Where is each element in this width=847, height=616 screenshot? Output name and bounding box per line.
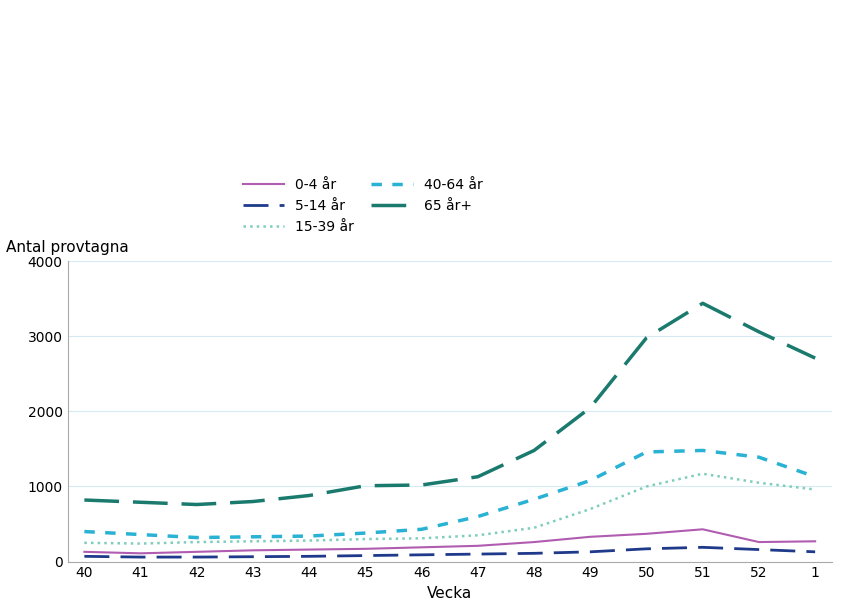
- 5-14 år: [585, 548, 595, 556]
- 65 år+: [473, 473, 483, 480]
- 5-14 år: [360, 552, 370, 559]
- 0-4 år: [248, 546, 258, 554]
- 5-14 år: [529, 549, 540, 557]
- 65 år+: [248, 498, 258, 505]
- 40-64 år: [641, 448, 651, 456]
- 5-14 år: [136, 553, 146, 561]
- 65 år+: [641, 334, 651, 341]
- 65 år+: [754, 328, 764, 336]
- 65 år+: [360, 482, 370, 490]
- 65 år+: [304, 492, 314, 499]
- 5-14 år: [754, 546, 764, 553]
- 15-39 år: [585, 505, 595, 513]
- Line: 0-4 år: 0-4 år: [85, 529, 815, 553]
- 40-64 år: [754, 453, 764, 461]
- 5-14 år: [417, 551, 427, 559]
- 40-64 år: [304, 532, 314, 540]
- 5-14 år: [248, 553, 258, 561]
- 15-39 år: [304, 537, 314, 545]
- 40-64 år: [360, 529, 370, 537]
- 40-64 år: [417, 525, 427, 533]
- Line: 65 år+: 65 år+: [85, 303, 815, 505]
- 15-39 år: [810, 486, 820, 493]
- 65 år+: [529, 447, 540, 454]
- Text: Antal provtagna: Antal provtagna: [7, 240, 129, 255]
- 15-39 år: [248, 538, 258, 545]
- 0-4 år: [641, 530, 651, 538]
- 40-64 år: [191, 534, 202, 541]
- 15-39 år: [80, 539, 90, 546]
- 40-64 år: [529, 495, 540, 503]
- 65 år+: [810, 354, 820, 362]
- 5-14 år: [80, 553, 90, 560]
- 15-39 år: [754, 479, 764, 487]
- 0-4 år: [473, 542, 483, 549]
- 0-4 år: [585, 533, 595, 540]
- 5-14 år: [698, 544, 708, 551]
- 40-64 år: [585, 477, 595, 484]
- 15-39 år: [417, 535, 427, 542]
- Legend: 0-4 år, 5-14 år, 15-39 år, 40-64 år, 65 år+: 0-4 år, 5-14 år, 15-39 år, 40-64 år, 65 …: [242, 178, 483, 234]
- 40-64 år: [810, 473, 820, 480]
- 0-4 år: [136, 549, 146, 557]
- 40-64 år: [473, 513, 483, 521]
- 15-39 år: [191, 538, 202, 546]
- 15-39 år: [698, 470, 708, 477]
- Line: 15-39 år: 15-39 år: [85, 474, 815, 543]
- 0-4 år: [417, 544, 427, 551]
- 65 år+: [136, 498, 146, 506]
- 15-39 år: [136, 540, 146, 547]
- 65 år+: [191, 501, 202, 508]
- Line: 40-64 år: 40-64 år: [85, 450, 815, 538]
- 65 år+: [417, 481, 427, 488]
- 65 år+: [585, 404, 595, 411]
- 0-4 år: [754, 538, 764, 546]
- Line: 5-14 år: 5-14 år: [85, 548, 815, 557]
- 40-64 år: [698, 447, 708, 454]
- 5-14 år: [191, 553, 202, 561]
- 40-64 år: [80, 528, 90, 535]
- 0-4 år: [304, 546, 314, 553]
- 15-39 år: [641, 483, 651, 490]
- X-axis label: Vecka: Vecka: [427, 586, 473, 601]
- 0-4 år: [698, 525, 708, 533]
- 65 år+: [80, 496, 90, 504]
- 0-4 år: [80, 548, 90, 556]
- 40-64 år: [248, 533, 258, 540]
- 5-14 år: [304, 553, 314, 560]
- 15-39 år: [529, 524, 540, 532]
- 0-4 år: [529, 538, 540, 546]
- 5-14 år: [473, 550, 483, 557]
- 15-39 år: [473, 532, 483, 539]
- 0-4 år: [360, 545, 370, 553]
- 15-39 år: [360, 535, 370, 543]
- 40-64 år: [136, 531, 146, 538]
- 65 år+: [698, 299, 708, 307]
- 0-4 år: [810, 538, 820, 545]
- 5-14 år: [641, 545, 651, 553]
- 5-14 år: [810, 548, 820, 556]
- 0-4 år: [191, 548, 202, 556]
